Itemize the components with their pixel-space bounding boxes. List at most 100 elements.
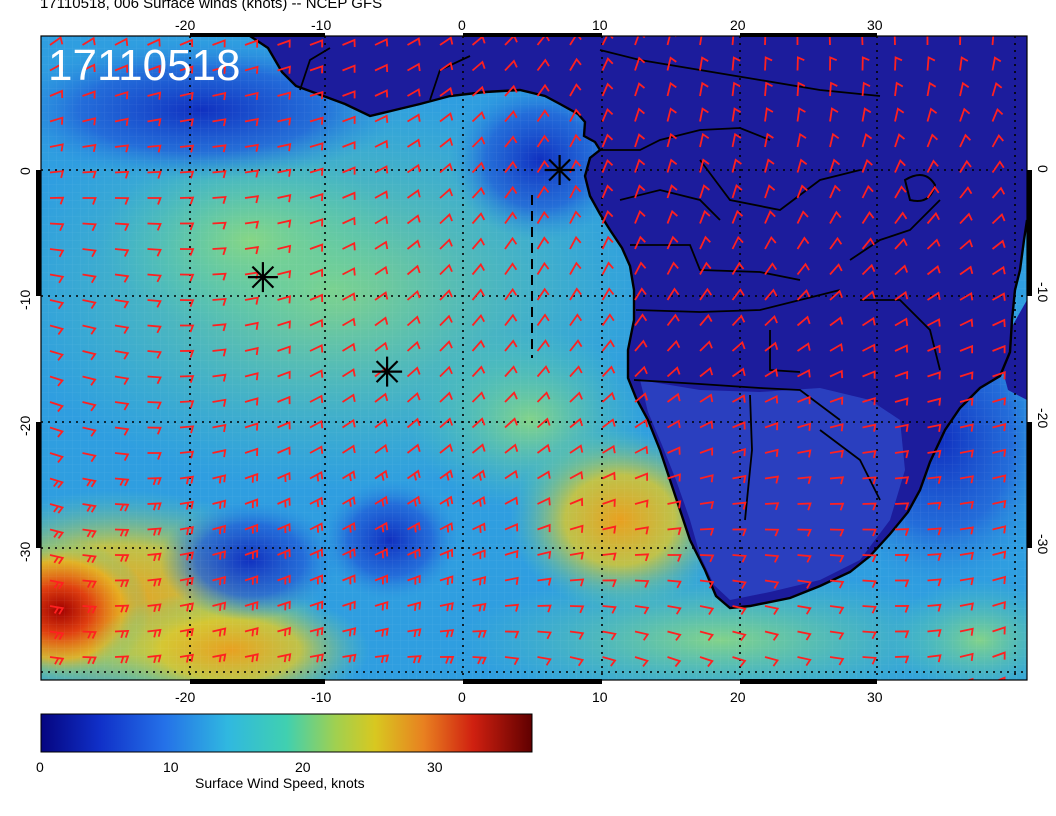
wind-barb (634, 82, 646, 97)
wind-barb (959, 133, 972, 148)
wind-barb (114, 503, 130, 512)
wind-barb (862, 423, 877, 432)
wind-barb (959, 265, 974, 276)
wind-barb (796, 81, 806, 97)
wind-barb (602, 444, 616, 454)
wind-barb (406, 189, 421, 199)
wind-barb (179, 118, 194, 127)
wind-barb (862, 579, 877, 588)
wind-barb (147, 527, 162, 536)
wind-barb (699, 474, 714, 483)
wind-barb (439, 36, 454, 46)
wind-barb (601, 261, 614, 275)
wind-barb (991, 212, 1006, 225)
wind-barb (374, 469, 389, 481)
wind-barb (471, 469, 486, 481)
wind-barb (212, 91, 227, 101)
wind-barb (569, 497, 584, 507)
wind-barb (601, 418, 616, 429)
wind-barb (49, 116, 64, 125)
wind-barb (342, 574, 356, 585)
lat-tick-label: -30 (1035, 534, 1051, 554)
wind-barb (115, 682, 128, 689)
wind-barb (147, 248, 162, 257)
wind-barb (796, 289, 811, 301)
wind-barb (504, 110, 518, 123)
wind-barb (147, 477, 162, 486)
wind-barb (601, 210, 614, 224)
wind-barb (504, 469, 519, 480)
wind-barb (862, 343, 876, 353)
wind-barb (666, 209, 679, 224)
wind-barb (601, 158, 614, 173)
wind-barb (829, 107, 839, 122)
wind-barb (439, 365, 453, 378)
wind-barb (959, 81, 970, 97)
wind-barb (244, 575, 259, 585)
wind-barb (471, 262, 485, 276)
wind-barb (504, 603, 520, 612)
wind-barb (114, 528, 130, 537)
wind-barb (667, 446, 681, 455)
wind-barb (439, 137, 454, 148)
wind-barb (82, 554, 97, 564)
wind-barb (601, 107, 614, 122)
wind-barb (797, 422, 812, 431)
wind-barb (927, 603, 942, 612)
wind-barb (927, 449, 942, 458)
wind-barb (309, 653, 324, 663)
wind-barb (244, 220, 260, 229)
wind-barb (147, 375, 162, 385)
wind-barb (407, 495, 421, 507)
wind-barb (796, 262, 810, 276)
wind-barb (439, 469, 454, 481)
wind-barb (731, 132, 742, 148)
wind-barb (699, 393, 714, 403)
wind-barb (699, 340, 713, 352)
wind-barb (49, 273, 65, 284)
wind-barb (569, 339, 583, 352)
axis-bars (36, 33, 1032, 684)
wind-barb (212, 247, 227, 256)
wind-barb (829, 528, 845, 537)
wind-barb (699, 579, 715, 589)
wind-barb (342, 140, 356, 150)
madagascar (1000, 300, 1027, 400)
wind-barb (49, 554, 65, 565)
wind-barb (895, 682, 908, 689)
wind-barb (602, 471, 616, 481)
wind-barb (797, 656, 812, 667)
wind-barb (114, 197, 130, 205)
wind-barb (764, 158, 775, 173)
wind-barb (212, 398, 227, 407)
wind-barb (666, 366, 681, 378)
lat-tick-label: -20 (1035, 408, 1051, 428)
wind-barb (992, 344, 1006, 354)
wind-barb (893, 36, 896, 46)
wind-barb (862, 630, 877, 640)
wind-barb (862, 502, 877, 511)
wind-barb (471, 60, 486, 72)
wind-barb (277, 370, 291, 379)
wind-barb (471, 237, 485, 250)
wind-barb (244, 498, 259, 509)
wind-barb (407, 163, 421, 174)
wind-barb (440, 683, 453, 691)
wind-barb (277, 219, 292, 228)
wind-barb (49, 426, 64, 438)
wind-barb (147, 222, 162, 231)
wind-barb (179, 500, 194, 510)
wind-barb (894, 81, 904, 97)
wind-barb (471, 443, 486, 454)
wind-barb (147, 144, 162, 153)
wind-barb (667, 630, 682, 641)
wind-barb (374, 600, 389, 611)
wind-barb (634, 392, 649, 403)
wind-barb (764, 656, 779, 667)
wind-barb (407, 628, 422, 638)
wind-barb (471, 365, 486, 378)
wind-barb (309, 600, 324, 611)
wind-barb (471, 136, 486, 148)
wind-barb (959, 56, 969, 71)
wind-barb (731, 288, 745, 301)
